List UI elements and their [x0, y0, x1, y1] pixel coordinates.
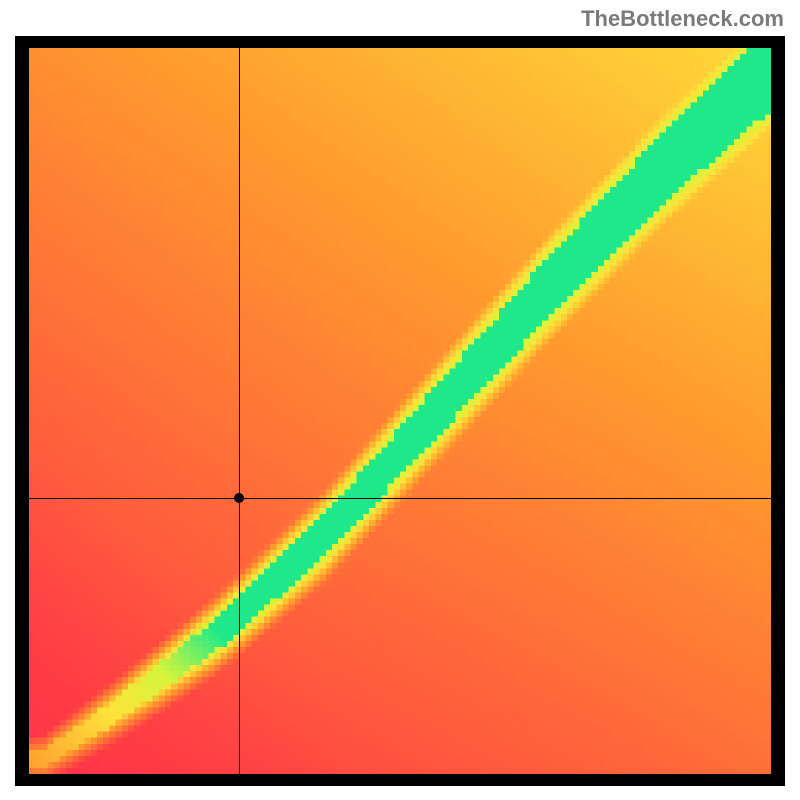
chart-outer-frame — [15, 36, 785, 786]
marker-dot — [234, 493, 244, 503]
chart-plot-area — [29, 48, 771, 774]
crosshair-horizontal — [29, 498, 771, 499]
heatmap-canvas — [29, 48, 771, 774]
crosshair-vertical — [239, 48, 240, 774]
watermark-text: TheBottleneck.com — [581, 6, 784, 32]
